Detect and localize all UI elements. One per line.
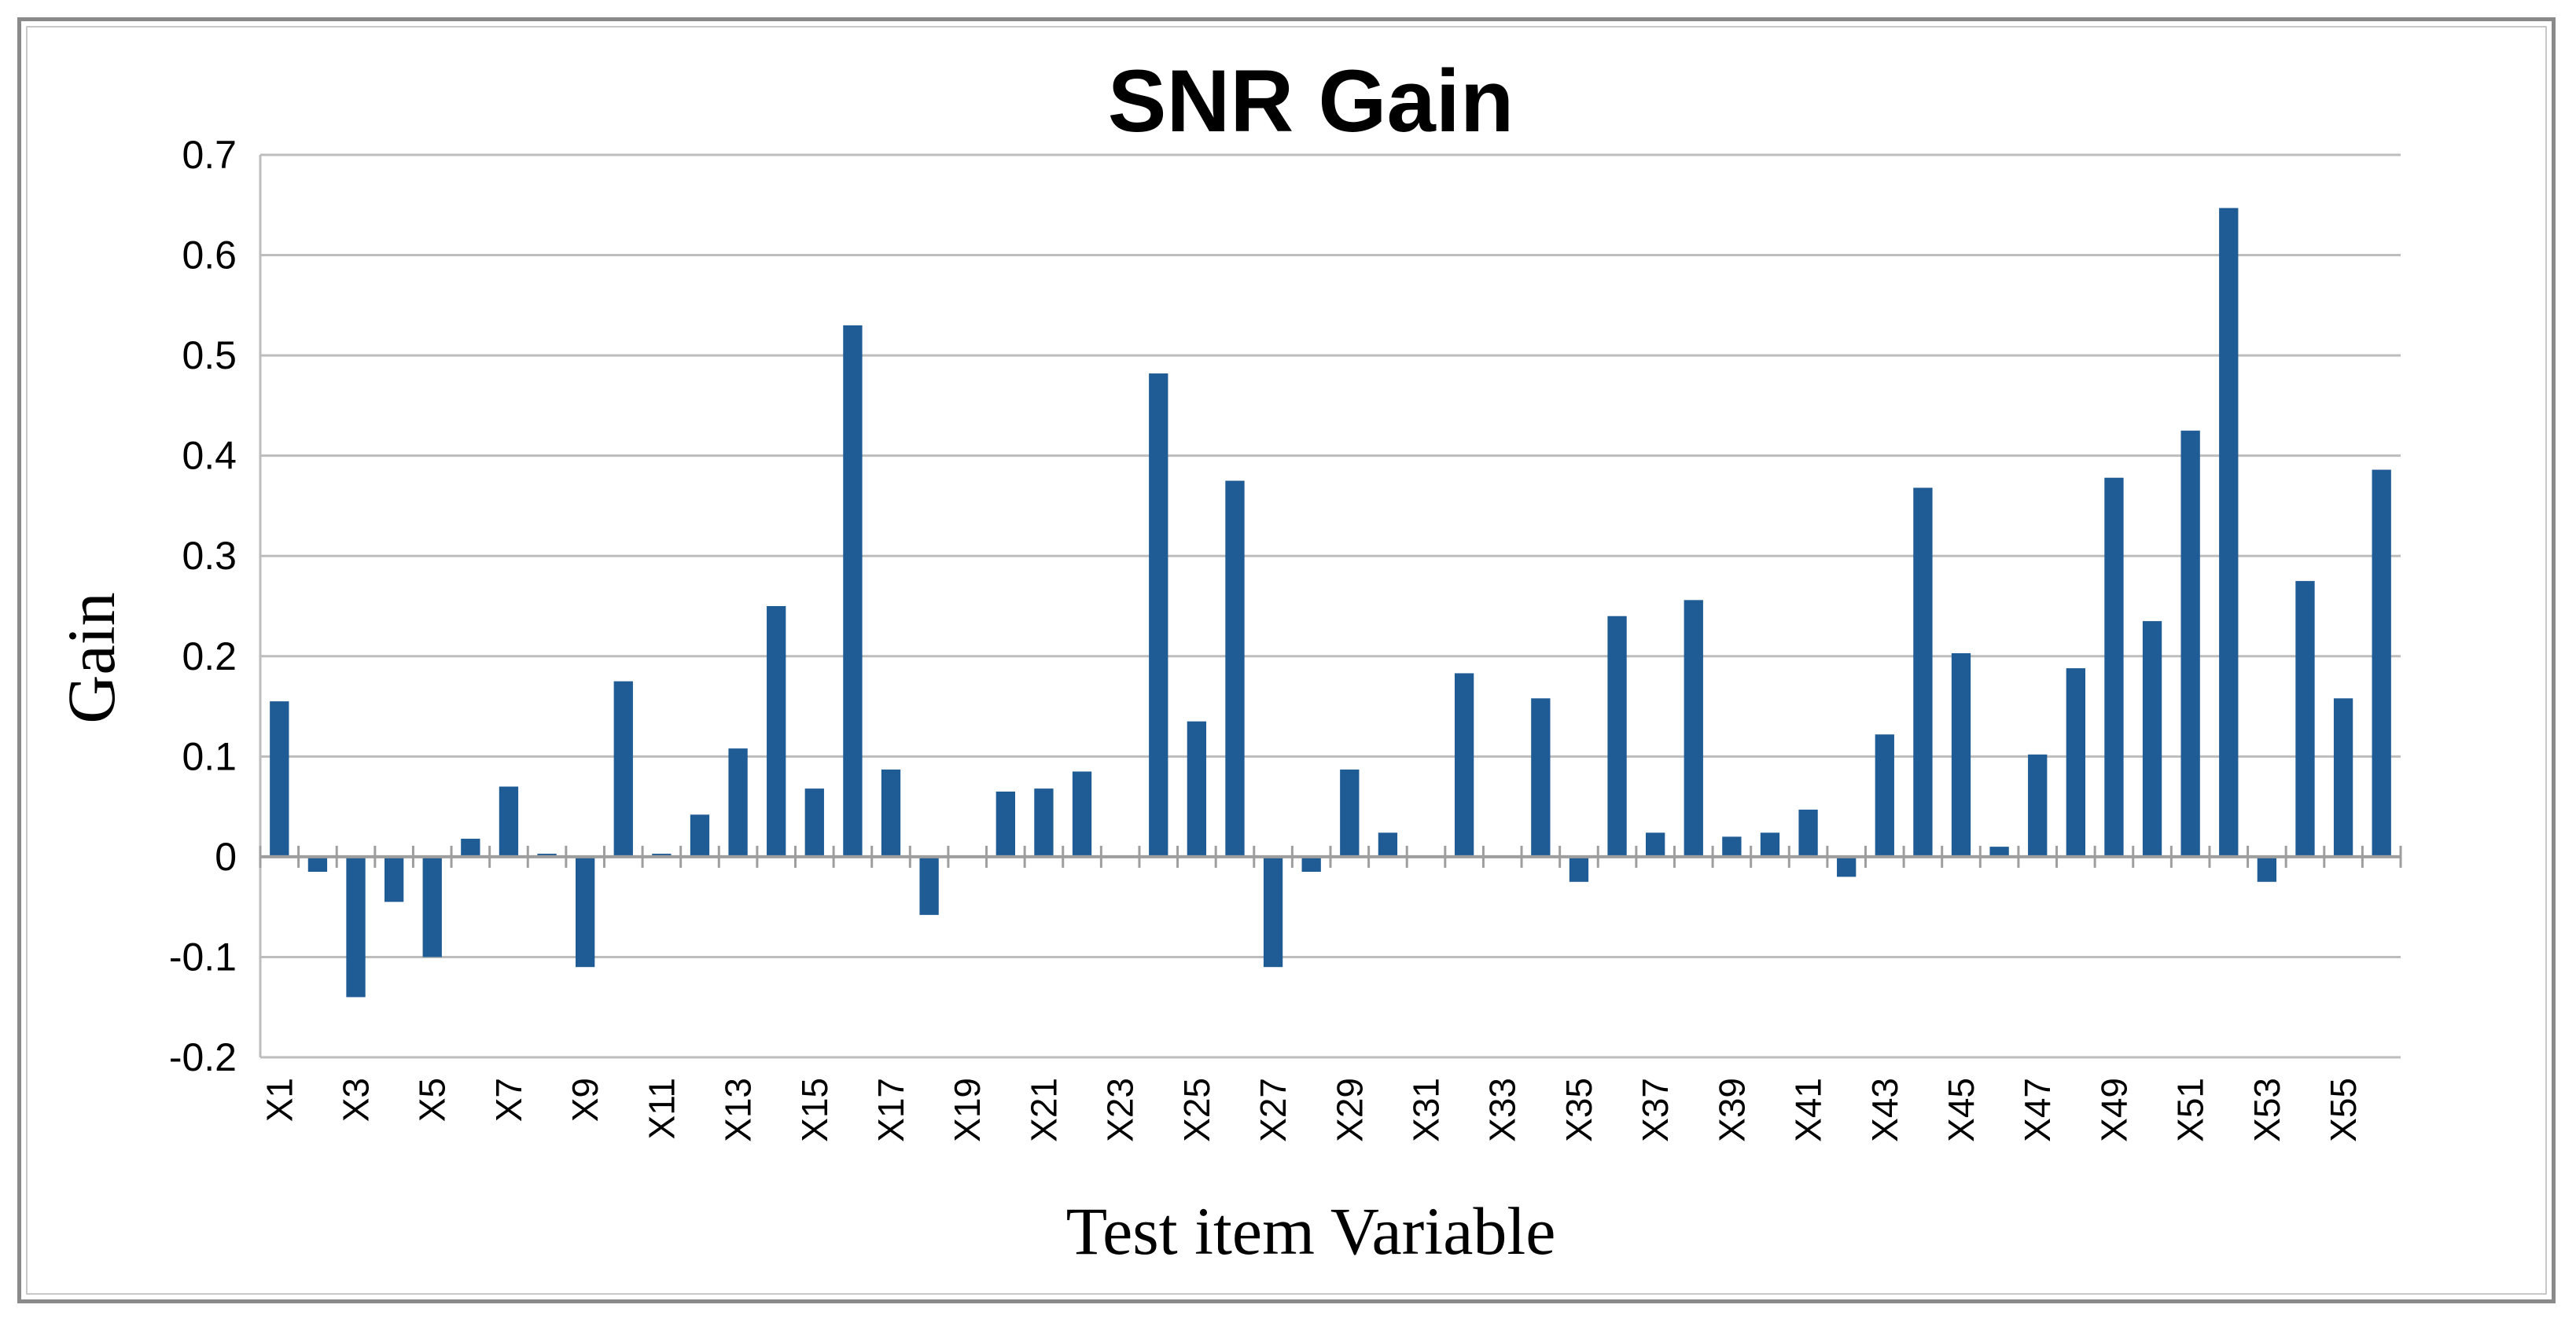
bar-x32 bbox=[1454, 673, 1474, 857]
bar-x52 bbox=[2219, 208, 2239, 857]
bar-x22 bbox=[1072, 771, 1092, 857]
bar-x26 bbox=[1225, 480, 1245, 857]
bar-x34 bbox=[1531, 698, 1551, 857]
bar-x39 bbox=[1722, 836, 1742, 857]
bar-x4 bbox=[384, 856, 404, 902]
y-axis-title: Gain bbox=[53, 592, 129, 723]
y-tick-labels: 0.7 0.6 0.5 0.4 0.3 0.2 0.1 0 -0.1 -0.2 bbox=[169, 133, 237, 1079]
bar-x37 bbox=[1646, 832, 1665, 857]
bar-x10 bbox=[613, 681, 633, 857]
x-tick-label: X33 bbox=[1482, 1078, 1523, 1142]
x-tick-label: X19 bbox=[947, 1078, 988, 1142]
x-tick-label: X17 bbox=[870, 1078, 911, 1142]
bars bbox=[270, 208, 2391, 998]
x-tick-label: X15 bbox=[794, 1078, 835, 1142]
x-tick-label: X23 bbox=[1100, 1078, 1141, 1142]
bar-x45 bbox=[1951, 652, 1971, 857]
bar-x46 bbox=[1989, 847, 2009, 857]
bar-x13 bbox=[728, 748, 748, 857]
x-tick-label: X47 bbox=[2017, 1078, 2058, 1142]
chart-inner-border bbox=[26, 26, 2547, 1295]
x-tick-labels: X1 X3 X5 X7 X9 X11 X13 X15 X17 X19 X21 X23 X25 X27 X29… bbox=[259, 1078, 2364, 1142]
bar-x25 bbox=[1187, 721, 1207, 857]
bar-x30 bbox=[1378, 832, 1398, 857]
bar-x9 bbox=[576, 856, 595, 968]
bar-x28 bbox=[1301, 856, 1321, 873]
x-tick-label: X45 bbox=[1941, 1078, 1982, 1142]
bar-x6 bbox=[461, 838, 480, 857]
x-tick-label: X49 bbox=[2093, 1078, 2134, 1142]
bar-x40 bbox=[1760, 832, 1780, 857]
chart-frame: SNR Gain 0.7 0.6 0.5 0.4 0.3 0.2 0.1 0 -0.1 -0.2 … bbox=[17, 17, 2556, 1303]
bar-x50 bbox=[2142, 621, 2162, 857]
x-tick-label: X29 bbox=[1329, 1078, 1370, 1142]
x-tick-label: X27 bbox=[1253, 1078, 1294, 1142]
bar-x17 bbox=[881, 769, 901, 857]
bar-x35 bbox=[1569, 856, 1589, 882]
bar-x54 bbox=[2295, 581, 2315, 857]
y-tick-label: 0.2 bbox=[182, 634, 237, 678]
bar-x43 bbox=[1875, 734, 1894, 857]
gridlines bbox=[259, 153, 2401, 1059]
y-tick-label: 0.6 bbox=[182, 233, 237, 277]
y-tick-label: -0.2 bbox=[169, 1035, 237, 1079]
bar-x21 bbox=[1034, 788, 1054, 857]
bar-x44 bbox=[1913, 487, 1933, 857]
x-axis-line bbox=[259, 845, 2402, 868]
snr-gain-chart: SNR Gain 0.70.60.50.40.30.20.10-0.1-0.2 … bbox=[53, 52, 2402, 1269]
x-tick-label: X3 bbox=[336, 1078, 377, 1122]
x-tick-label: X13 bbox=[718, 1078, 759, 1142]
bar-x14 bbox=[767, 606, 786, 857]
x-axis-title: Test item Variable bbox=[1066, 1193, 1556, 1269]
bar-x18 bbox=[919, 856, 939, 915]
chart-title: SNR Gain bbox=[1108, 52, 1514, 150]
bar-x1 bbox=[270, 701, 289, 857]
x-tick-label: X5 bbox=[412, 1078, 453, 1122]
bar-x27 bbox=[1263, 856, 1283, 968]
y-tick-label: 0.1 bbox=[182, 734, 237, 778]
bar-x29 bbox=[1340, 769, 1360, 857]
bar-x12 bbox=[690, 814, 710, 857]
x-tick-label: X35 bbox=[1558, 1078, 1599, 1142]
bar-x20 bbox=[995, 791, 1015, 857]
bar-x47 bbox=[2028, 754, 2048, 857]
x-tick-label: X1 bbox=[259, 1078, 300, 1122]
x-tick-label: X25 bbox=[1176, 1078, 1217, 1142]
y-tick-label: 0.4 bbox=[182, 434, 237, 478]
x-tick-label: X51 bbox=[2170, 1078, 2211, 1142]
bar-x5 bbox=[422, 856, 442, 957]
x-tick-label: X11 bbox=[641, 1078, 682, 1139]
y-tick-label: 0.3 bbox=[182, 534, 237, 578]
bar-x24 bbox=[1149, 373, 1168, 857]
x-tick-label: X39 bbox=[1711, 1078, 1752, 1142]
y-tick-label: -0.1 bbox=[169, 935, 237, 979]
bar-x38 bbox=[1684, 600, 1703, 857]
y-tick-label: 0.5 bbox=[182, 333, 237, 377]
bar-x16 bbox=[843, 325, 863, 857]
y-tick-label: 0 bbox=[215, 835, 237, 879]
bar-x53 bbox=[2257, 856, 2277, 882]
bar-x3 bbox=[346, 856, 366, 998]
x-tick-label: X9 bbox=[565, 1078, 605, 1122]
x-tick-label: X55 bbox=[2323, 1078, 2364, 1142]
bar-x41 bbox=[1798, 809, 1818, 857]
bar-x49 bbox=[2104, 477, 2124, 857]
bar-x56 bbox=[2372, 469, 2391, 857]
bar-x51 bbox=[2180, 430, 2200, 857]
x-tick-label: X43 bbox=[1864, 1078, 1905, 1142]
bar-x42 bbox=[1837, 856, 1857, 877]
bar-x48 bbox=[2066, 668, 2085, 857]
bar-x55 bbox=[2333, 698, 2353, 857]
bar-x7 bbox=[499, 786, 519, 857]
bar-x2 bbox=[307, 856, 328, 873]
x-tick-label: X41 bbox=[1788, 1078, 1829, 1142]
x-tick-label: X53 bbox=[2247, 1078, 2287, 1142]
bar-x15 bbox=[804, 788, 824, 857]
y-tick-label: 0.7 bbox=[182, 133, 237, 177]
x-tick-label: X31 bbox=[1406, 1078, 1447, 1142]
bar-x36 bbox=[1607, 616, 1627, 857]
x-tick-label: X37 bbox=[1635, 1078, 1676, 1142]
x-tick-label: X7 bbox=[488, 1078, 529, 1122]
x-tick-label: X21 bbox=[1023, 1078, 1064, 1142]
